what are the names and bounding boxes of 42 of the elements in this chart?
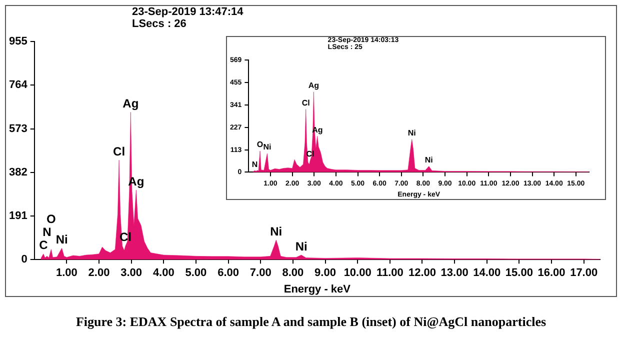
annotation: Ni (408, 128, 416, 138)
annotation: N (252, 160, 258, 169)
x-tick-label: 10.00 (344, 267, 372, 280)
x-tick-label: 15.00 (505, 267, 533, 280)
y-tick-label: 0 (21, 254, 28, 266)
text: LSecs : 26 (132, 18, 188, 30)
annotation: Ni (295, 239, 308, 254)
x-tick-label: 9.00 (314, 267, 336, 280)
annotation: C (39, 238, 48, 252)
annotation: N (42, 225, 52, 240)
x-tick-label: 14.00 (473, 267, 501, 280)
x-tick-label: 1.00 (56, 267, 78, 280)
x-tick-label: 7.00 (250, 267, 272, 280)
y-tick-label: 955 (8, 36, 28, 48)
x-tick-label: 6.00 (218, 267, 239, 280)
annotation: Ni (424, 156, 433, 164)
x-tick-label: 17.00 (570, 267, 598, 280)
x-tick-label: 11.00 (376, 267, 404, 280)
y-tick-label: 382 (8, 166, 28, 178)
x-axis-title: Energy - keV (284, 283, 352, 296)
annotation: Ni (270, 224, 282, 238)
annotation: Cl (302, 98, 310, 108)
text: 23-Sep-2019 13:47:14 (132, 6, 244, 19)
annotation: O (46, 212, 56, 226)
annotation: Cl (113, 144, 126, 158)
annotation: O (256, 140, 264, 150)
annotation: Ni (263, 142, 272, 152)
annotation: Ag (122, 96, 139, 110)
text: Figure 3: EDAX Spectra of sample A and sample B (inset) of Ni@AgCl nanoparticles (74, 314, 548, 330)
x-tick-label: 13.00 (440, 267, 468, 280)
x-tick-label: 4.00 (152, 267, 174, 280)
y-tick-label: 764 (8, 79, 28, 92)
x-tick-label: 8.00 (282, 267, 304, 280)
annotation: Ni (56, 232, 68, 246)
y-tick-label: 191 (8, 210, 28, 222)
x-tick-label: 3.00 (120, 267, 142, 280)
x-tick-label: 5.00 (185, 267, 207, 280)
annotation: Ag (308, 81, 320, 90)
x-tick-label: 16.00 (538, 267, 566, 280)
y-tick-label: 573 (8, 122, 28, 135)
x-tick-label: 2.00 (88, 267, 110, 280)
x-tick-label: 12.00 (408, 267, 436, 280)
